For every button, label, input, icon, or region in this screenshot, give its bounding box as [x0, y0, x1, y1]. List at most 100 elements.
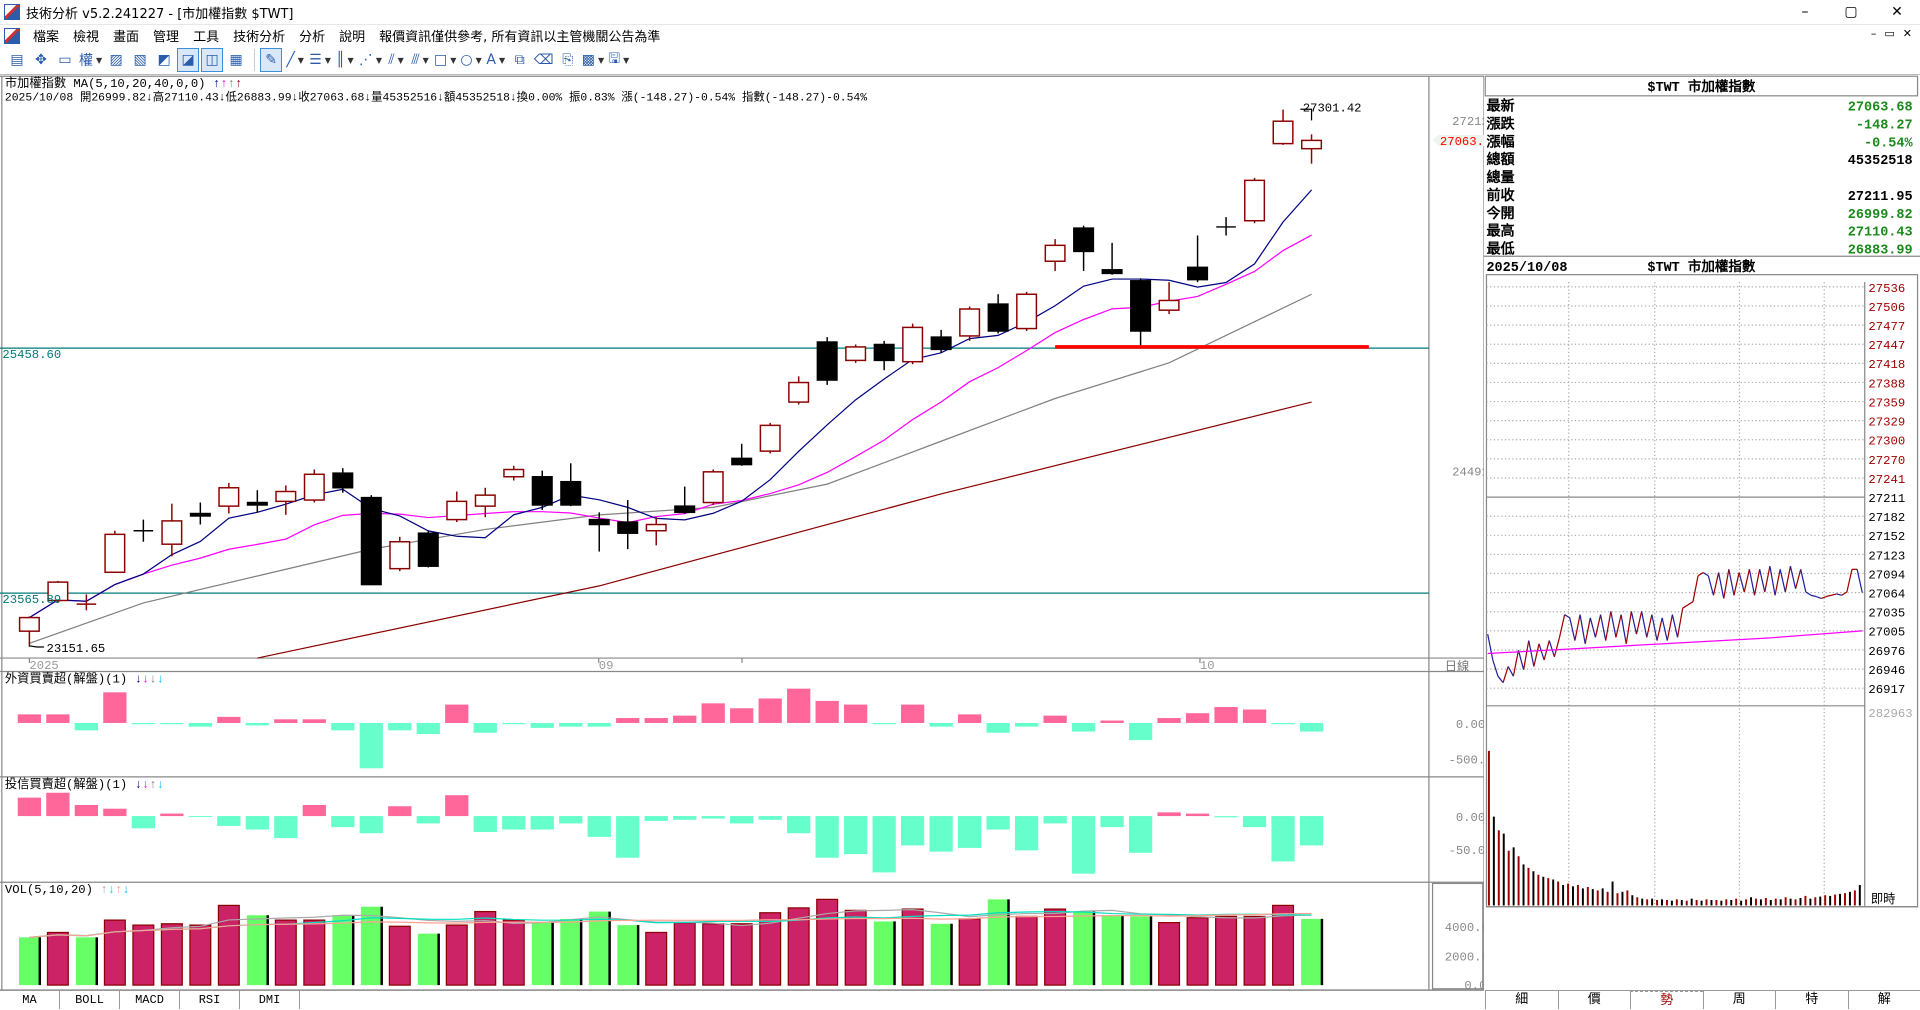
chevron-down-icon[interactable]: ▼ [450, 56, 456, 65]
menu-file[interactable]: 檔案 [26, 26, 66, 45]
tab-price[interactable]: 價 [1558, 991, 1631, 1009]
toolbar-separator [254, 49, 255, 71]
title-bar: 技術分析 v5.2.241227 - [市加權指數 $TWT] – ▢ ✕ [0, 0, 1920, 24]
mdi-restore-button[interactable]: ▭ [1884, 27, 1894, 40]
foreign-net-bar [702, 703, 725, 723]
tab-special[interactable]: 特 [1775, 991, 1848, 1009]
text-tool-button[interactable]: A▼ [485, 48, 507, 72]
foreign-net-bar [18, 714, 41, 723]
ellipse-button[interactable]: ○▼ [459, 48, 482, 72]
rectangle-button[interactable]: □▼ [433, 48, 457, 72]
foreign-net-bar [816, 701, 839, 723]
trust-net-bar [132, 816, 155, 828]
maximize-button[interactable]: ▢ [1828, 0, 1874, 24]
parallel-button[interactable]: ⫻▼ [409, 48, 431, 72]
chevron-down-icon[interactable]: ▼ [348, 56, 354, 65]
period-label[interactable]: 日線 [1445, 658, 1469, 674]
tab-trend[interactable]: 勢 [1630, 991, 1703, 1009]
foreign-net-bar [616, 718, 639, 723]
color-chart-button[interactable]: ▨ [105, 48, 127, 72]
tab-week[interactable]: 周 [1703, 991, 1776, 1009]
chart-active-button[interactable]: ◪ [177, 48, 199, 72]
chevron-down-icon[interactable]: ▼ [623, 56, 629, 65]
chart-area[interactable]: 市加權指數 MA(5,10,20,40,0,0) ↑↑↑↑ 2025/10/08… [0, 75, 1484, 990]
eraser-button[interactable]: ⌫ [533, 48, 555, 72]
chevron-down-icon[interactable]: ▼ [96, 56, 102, 65]
menu-manage[interactable]: 管理 [146, 26, 186, 45]
doc-icon[interactable] [4, 28, 20, 44]
save-button[interactable]: 🖫▼ [607, 48, 630, 72]
chevron-down-icon[interactable]: ▼ [423, 56, 429, 65]
drawing-list-button[interactable]: ⎘ [557, 48, 579, 72]
tab-rsi[interactable]: RSI [180, 991, 240, 1009]
trust-net-bar [360, 816, 383, 833]
layout-button[interactable]: ▤ [6, 48, 28, 72]
volume-bar [190, 925, 211, 985]
candle [105, 531, 125, 573]
copy-drawing-icon: ⧉ [515, 52, 525, 68]
color-palette-button[interactable]: ▩▼ [581, 48, 605, 72]
mdi-minimize-button[interactable]: – [1871, 27, 1877, 40]
tab-dmi[interactable]: DMI [240, 991, 300, 1009]
candle [960, 307, 980, 341]
chart-add-button[interactable]: ◫ [201, 48, 223, 72]
foreign-axis-zero: 0.00 [1456, 718, 1484, 732]
menu-technical-analysis[interactable]: 技術分析 [226, 26, 292, 45]
chevron-down-icon[interactable]: ▼ [325, 56, 331, 65]
trust-net-bar [702, 816, 725, 818]
menu-help[interactable]: 說明 [332, 26, 372, 45]
chevron-down-icon[interactable]: ▼ [598, 56, 604, 65]
candle-body [447, 501, 467, 519]
chevron-down-icon[interactable]: ▼ [376, 56, 382, 65]
menu-analysis[interactable]: 分析 [292, 26, 332, 45]
color-palette-icon: ▩ [582, 52, 595, 68]
trust-net-bar [787, 816, 810, 833]
close-button[interactable]: ✕ [1874, 0, 1920, 24]
chevron-down-icon[interactable]: ▼ [476, 56, 482, 65]
horizontal-lines-button[interactable]: ☰▼ [308, 48, 332, 72]
fan-lines-button[interactable]: ⋰▼ [358, 48, 383, 72]
menu-view[interactable]: 檢視 [66, 26, 106, 45]
trust-net-bar [46, 793, 69, 816]
line-tool-button[interactable]: ╱▼ [284, 48, 306, 72]
trust-net-bar [75, 805, 98, 816]
vertical-lines-button[interactable]: ║▼ [334, 48, 356, 72]
trust-net-bar [1271, 816, 1294, 861]
price-axis-label: 27447 [1868, 339, 1905, 353]
crosshair-button[interactable]: ✥ [30, 48, 52, 72]
minimize-button[interactable]: – [1782, 0, 1828, 24]
tab-ma[interactable]: MA [0, 991, 60, 1009]
candle-body [305, 474, 325, 500]
trust-net-bar [1157, 812, 1180, 816]
trust-net-bar [958, 816, 981, 848]
menu-screen[interactable]: 畫面 [106, 26, 146, 45]
tab-macd[interactable]: MACD [120, 991, 180, 1009]
chevron-down-icon[interactable]: ▼ [499, 56, 505, 65]
foreign-net-bar [103, 692, 126, 723]
menu-tools[interactable]: 工具 [186, 26, 226, 45]
ruler-button[interactable]: ▭ [54, 48, 76, 72]
channel-button[interactable]: ⫽▼ [385, 48, 407, 72]
chart-settings-button[interactable]: ▦ [225, 48, 247, 72]
foreign-net-bar [1157, 718, 1180, 723]
grey-chart-button[interactable]: ▧ [129, 48, 151, 72]
chevron-down-icon[interactable]: ▼ [398, 56, 404, 65]
hline-label-upper: 25458.60 [2, 348, 61, 362]
candle-body [361, 498, 381, 585]
volume-bar [104, 920, 125, 985]
candle-body [960, 309, 980, 336]
tab-detail[interactable]: 細 [1485, 991, 1558, 1009]
chart-window-button[interactable]: ◩ [153, 48, 175, 72]
rights-button[interactable]: 權▼ [78, 48, 103, 72]
quote-label: 最高 [1486, 223, 1514, 241]
foreign-net-bar [1072, 723, 1095, 732]
price-axis-label: 27270 [1868, 454, 1905, 468]
draw-mode-button[interactable]: ✎ [260, 48, 282, 72]
tab-boll[interactable]: BOLL [60, 991, 120, 1009]
copy-drawing-button[interactable]: ⧉ [509, 48, 531, 72]
candle [903, 324, 923, 365]
tab-analysis[interactable]: 解 [1848, 991, 1920, 1009]
chevron-down-icon[interactable]: ▼ [298, 56, 304, 65]
mdi-close-button[interactable]: ✕ [1903, 27, 1912, 40]
